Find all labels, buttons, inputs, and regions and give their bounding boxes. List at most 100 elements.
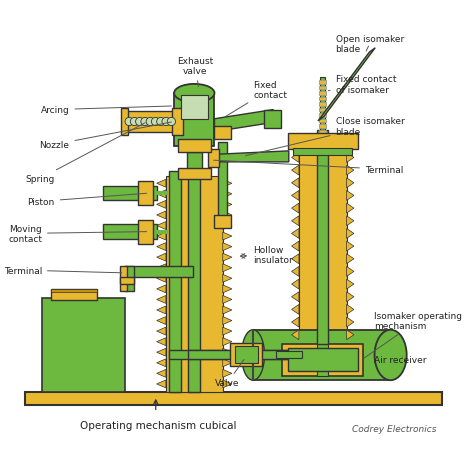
Bar	[264, 110, 281, 129]
Ellipse shape	[174, 85, 214, 103]
Polygon shape	[292, 178, 299, 188]
Bar	[283, 344, 363, 376]
Polygon shape	[157, 317, 166, 325]
Polygon shape	[292, 292, 299, 302]
Bar	[187, 152, 201, 176]
Polygon shape	[157, 349, 166, 356]
Bar	[103, 225, 157, 239]
Polygon shape	[223, 254, 232, 262]
Polygon shape	[292, 153, 299, 163]
Polygon shape	[346, 292, 354, 302]
Text: Hollow
insulator: Hollow insulator	[240, 245, 293, 265]
Bar	[276, 351, 301, 359]
Polygon shape	[157, 191, 166, 198]
Bar	[181, 96, 208, 120]
Bar	[178, 140, 211, 152]
Polygon shape	[211, 152, 289, 162]
Text: Exhaust
valve: Exhaust valve	[177, 57, 213, 87]
Bar	[320, 78, 326, 138]
Polygon shape	[157, 369, 166, 378]
Text: Isomaker operating
mechanism: Isomaker operating mechanism	[364, 311, 462, 359]
Polygon shape	[346, 153, 354, 163]
Bar	[125, 266, 193, 277]
Text: Nozzle: Nozzle	[39, 123, 172, 150]
Text: Operating mechanism cubical: Operating mechanism cubical	[80, 420, 237, 430]
Polygon shape	[223, 264, 232, 272]
Bar	[317, 131, 328, 344]
Ellipse shape	[125, 118, 133, 126]
Polygon shape	[346, 267, 354, 277]
Text: Moving
contact: Moving contact	[8, 224, 146, 243]
Text: Spring: Spring	[26, 123, 145, 183]
Polygon shape	[223, 359, 232, 367]
Polygon shape	[346, 141, 354, 151]
Polygon shape	[292, 254, 299, 264]
Bar	[172, 108, 183, 136]
Polygon shape	[223, 369, 232, 378]
Bar	[188, 350, 307, 359]
Polygon shape	[157, 264, 166, 272]
Bar	[319, 92, 327, 96]
Text: Terminal: Terminal	[214, 161, 403, 174]
Bar	[120, 266, 128, 292]
Bar	[319, 120, 327, 123]
Polygon shape	[292, 217, 299, 226]
Polygon shape	[346, 279, 354, 289]
Polygon shape	[157, 275, 166, 283]
Bar	[127, 125, 180, 132]
Bar	[188, 172, 200, 392]
Bar	[319, 108, 327, 112]
Polygon shape	[223, 349, 232, 356]
Ellipse shape	[136, 118, 144, 126]
Polygon shape	[346, 204, 354, 213]
Ellipse shape	[162, 118, 170, 126]
Ellipse shape	[374, 330, 407, 380]
Ellipse shape	[151, 118, 160, 126]
Polygon shape	[292, 204, 299, 213]
Polygon shape	[157, 296, 166, 304]
Bar	[319, 97, 327, 101]
Ellipse shape	[130, 118, 138, 126]
Bar	[169, 350, 288, 359]
Polygon shape	[214, 110, 273, 132]
Bar	[214, 127, 231, 140]
Polygon shape	[292, 229, 299, 239]
Polygon shape	[346, 166, 354, 176]
Polygon shape	[157, 359, 166, 367]
Text: Fixed
contact: Fixed contact	[224, 81, 287, 118]
Bar	[319, 125, 327, 129]
Bar	[253, 330, 391, 380]
Polygon shape	[292, 242, 299, 252]
Bar	[319, 81, 327, 85]
Polygon shape	[157, 285, 166, 293]
Bar	[121, 108, 128, 136]
Polygon shape	[346, 229, 354, 239]
Polygon shape	[292, 267, 299, 277]
Polygon shape	[157, 233, 166, 241]
Polygon shape	[292, 330, 299, 340]
Text: Close isomaker
blade: Close isomaker blade	[246, 117, 404, 157]
Polygon shape	[223, 222, 232, 230]
Bar	[138, 220, 153, 244]
Polygon shape	[157, 254, 166, 262]
Polygon shape	[157, 306, 166, 314]
Bar	[51, 290, 97, 301]
Bar	[169, 172, 181, 392]
Polygon shape	[223, 380, 232, 388]
Polygon shape	[157, 243, 166, 251]
Polygon shape	[223, 296, 232, 304]
Polygon shape	[223, 233, 232, 241]
Bar	[319, 86, 327, 90]
Polygon shape	[223, 338, 232, 346]
Polygon shape	[157, 380, 166, 388]
Bar	[125, 266, 134, 292]
Bar	[299, 138, 346, 344]
Bar	[319, 114, 327, 118]
Polygon shape	[292, 166, 299, 176]
Bar	[293, 149, 352, 156]
Polygon shape	[346, 305, 354, 315]
Polygon shape	[292, 279, 299, 289]
Bar	[230, 343, 262, 367]
Bar	[51, 290, 97, 293]
Polygon shape	[318, 49, 375, 121]
